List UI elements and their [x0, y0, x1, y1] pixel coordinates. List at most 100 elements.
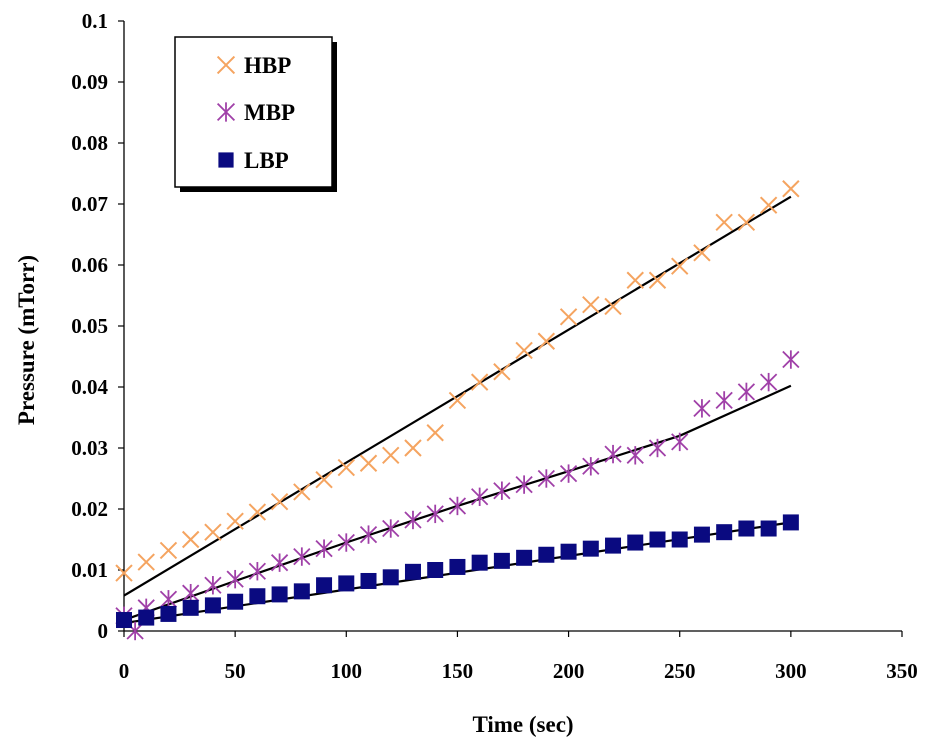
point-lbp: [560, 543, 577, 560]
point-mbp: [515, 475, 533, 494]
point-mbp: [626, 446, 644, 465]
point-mbp: [715, 391, 733, 410]
legend-marker-hbp: [216, 55, 236, 75]
x-tick-label: 250: [664, 659, 696, 683]
point-hbp: [671, 257, 689, 275]
point-mbp: [382, 519, 400, 538]
point-hbp: [248, 503, 267, 521]
point-hbp: [626, 271, 644, 289]
x-tick-label: 50: [225, 659, 246, 683]
y-axis-title: Pressure (mTorr): [14, 255, 39, 425]
legend-box: [174, 36, 333, 188]
point-lbp: [627, 534, 644, 551]
y-tick-label: 0.06: [71, 253, 108, 277]
point-mbp: [782, 350, 800, 369]
point-lbp: [449, 558, 466, 575]
point-mbp: [182, 583, 200, 603]
point-mbp: [759, 372, 778, 392]
point-lbp: [249, 588, 266, 605]
y-tick-label: 0: [98, 619, 109, 643]
point-hbp: [137, 553, 155, 571]
point-mbp: [493, 481, 511, 500]
y-tick-label: 0.03: [71, 436, 108, 460]
point-hbp: [337, 458, 355, 477]
point-hbp: [470, 373, 489, 391]
point-hbp: [270, 492, 289, 511]
x-tick-label: 150: [442, 659, 474, 683]
point-mbp: [337, 533, 355, 552]
point-mbp: [359, 525, 378, 544]
point-mbp: [693, 399, 711, 418]
y-tick-label: 0.01: [71, 558, 108, 582]
point-mbp: [248, 562, 267, 581]
point-hbp: [382, 446, 400, 465]
y-tick-label: 0.02: [71, 497, 108, 521]
x-axis-ticks: 0 50 100 150 200 250 300 350: [119, 631, 918, 683]
point-hbp: [759, 196, 778, 214]
point-lbp: [693, 526, 710, 543]
legend-marker-lbp: [218, 152, 234, 168]
point-lbp: [338, 575, 355, 592]
point-lbp: [605, 537, 622, 554]
point-mbp: [204, 576, 222, 595]
x-tick-label: 0: [119, 659, 130, 683]
point-hbp: [404, 439, 422, 457]
point-hbp: [515, 341, 533, 360]
point-hbp: [782, 180, 800, 198]
y-axis-ticks: 0 0.01 0.02 0.03 0.04 0.05 0.06 0.07 0.08 0.09 0.1: [71, 9, 124, 643]
point-lbp: [427, 562, 444, 578]
point-hbp: [737, 213, 756, 232]
point-lbp: [293, 583, 310, 600]
y-tick-label: 0.08: [71, 131, 108, 155]
point-hbp: [559, 308, 578, 326]
point-hbp: [582, 295, 600, 314]
point-hbp: [226, 512, 244, 530]
point-mbp: [537, 469, 555, 488]
point-mbp: [293, 547, 311, 566]
point-hbp: [426, 424, 444, 442]
point-lbp: [182, 599, 199, 616]
point-hbp: [293, 483, 311, 501]
point-hbp: [537, 332, 556, 350]
data-points: [115, 180, 800, 641]
legend: HBP MBP LBP: [174, 36, 337, 192]
y-tick-label: 0.09: [71, 70, 108, 94]
point-mbp: [582, 457, 600, 476]
x-tick-label: 300: [775, 659, 807, 683]
point-mbp: [426, 504, 444, 524]
point-lbp: [382, 569, 399, 586]
point-lbp: [782, 514, 799, 531]
point-lbp: [116, 612, 132, 629]
point-mbp: [648, 438, 667, 458]
point-lbp: [493, 552, 510, 569]
legend-label-mbp: MBP: [244, 100, 295, 125]
point-hbp: [604, 297, 622, 316]
y-tick-label: 0.07: [71, 192, 108, 216]
y-tick-label: 0.05: [71, 314, 108, 338]
point-lbp: [204, 597, 221, 614]
point-lbp: [316, 577, 333, 594]
point-mbp: [270, 553, 289, 572]
point-mbp: [404, 510, 422, 530]
point-lbp: [760, 520, 777, 537]
legend-label-lbp: LBP: [244, 148, 289, 173]
x-tick-label: 350: [886, 659, 918, 683]
point-lbp: [271, 586, 288, 603]
point-mbp: [315, 539, 333, 558]
x-tick-label: 200: [553, 659, 585, 683]
point-lbp: [649, 531, 666, 548]
point-mbp: [604, 444, 622, 464]
point-lbp: [360, 572, 377, 589]
point-hbp: [359, 454, 378, 472]
point-hbp: [115, 564, 133, 582]
point-hbp: [493, 363, 511, 381]
point-lbp: [582, 540, 599, 557]
point-lbp: [160, 605, 177, 622]
legend-marker-mbp: [216, 102, 236, 122]
point-lbp: [227, 593, 244, 610]
point-lbp: [671, 531, 688, 548]
point-mbp: [226, 569, 244, 589]
point-hbp: [693, 244, 711, 262]
point-hbp: [448, 391, 467, 410]
